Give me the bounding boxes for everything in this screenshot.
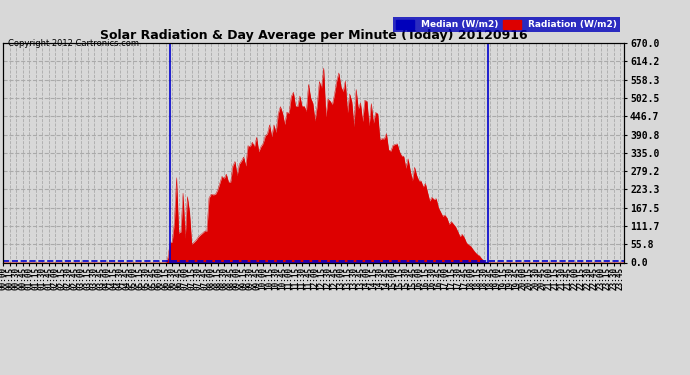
Bar — [170, 43, 488, 262]
Legend: Median (W/m2), Radiation (W/m2): Median (W/m2), Radiation (W/m2) — [393, 17, 620, 32]
Text: Copyright 2012 Cartronics.com: Copyright 2012 Cartronics.com — [8, 39, 139, 48]
Title: Solar Radiation & Day Average per Minute (Today) 20120916: Solar Radiation & Day Average per Minute… — [100, 29, 528, 42]
